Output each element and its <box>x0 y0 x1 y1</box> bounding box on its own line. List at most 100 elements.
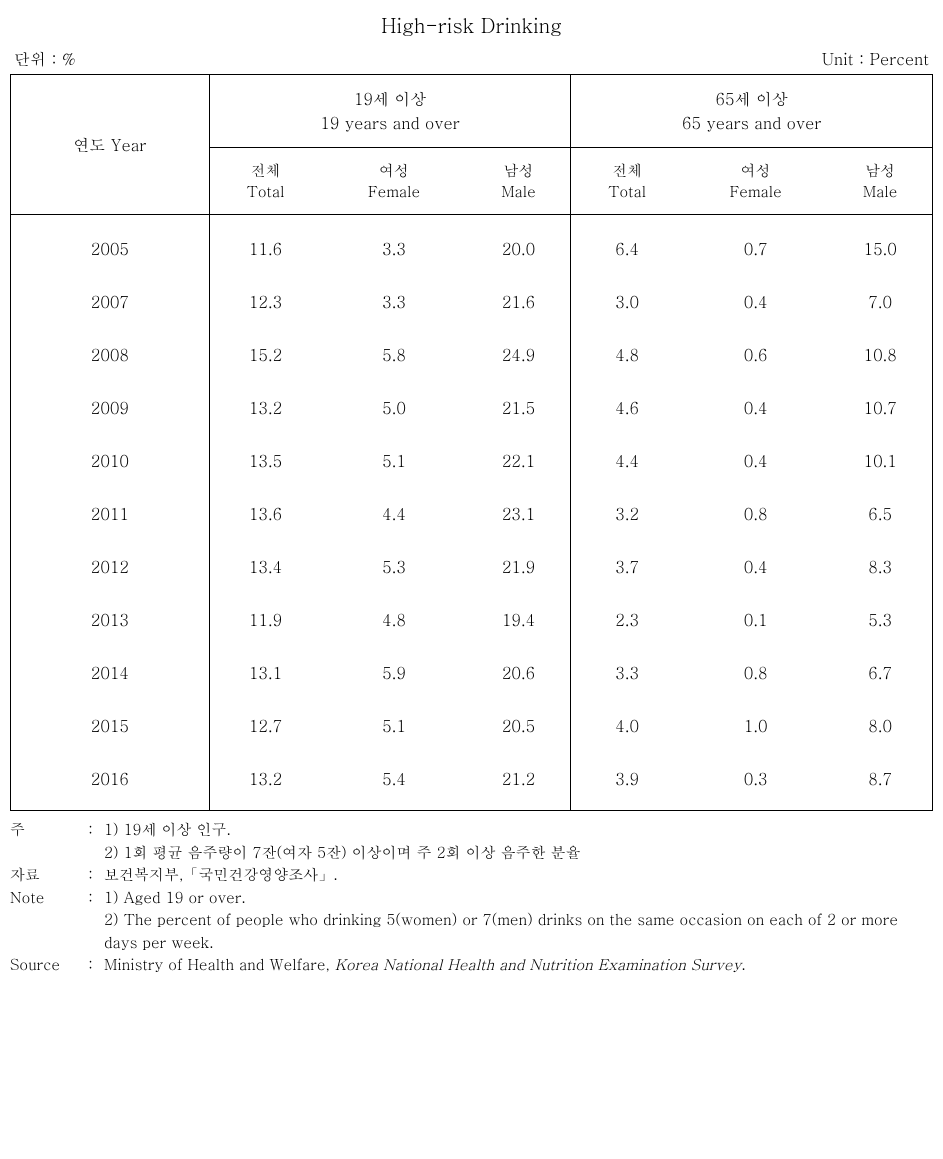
cell-value: 4.4 <box>571 434 683 487</box>
note-jaryo-label: 자료 <box>10 864 88 887</box>
col-group-19: 19세 이상 19 years and over <box>209 75 571 148</box>
units-row: 단위 : % Unit : Percent <box>10 47 933 70</box>
cell-year: 2007 <box>11 275 210 328</box>
cell-value: 3.7 <box>571 540 683 593</box>
note-ju-label: 주 <box>10 819 88 842</box>
cell-value: 15.2 <box>209 328 321 381</box>
col-group-65: 65세 이상 65 years and over <box>571 75 933 148</box>
cell-value: 0.7 <box>683 215 828 276</box>
note-en-label: Note <box>10 887 88 910</box>
cell-value: 12.3 <box>209 275 321 328</box>
cell-value: 23.1 <box>467 487 571 540</box>
table-row: 201613.25.421.23.90.38.7 <box>11 752 933 811</box>
cell-value: 13.1 <box>209 646 321 699</box>
cell-value: 5.8 <box>321 328 466 381</box>
cell-value: 21.2 <box>467 752 571 811</box>
group1-kr: 19세 이상 <box>354 87 426 110</box>
col-65-female: 여성 Female <box>683 148 828 215</box>
cell-value: 4.4 <box>321 487 466 540</box>
cell-value: 6.5 <box>828 487 932 540</box>
cell-value: 0.1 <box>683 593 828 646</box>
cell-value: 5.1 <box>321 434 466 487</box>
cell-value: 0.4 <box>683 434 828 487</box>
cell-value: 10.8 <box>828 328 932 381</box>
cell-value: 15.0 <box>828 215 932 276</box>
source-prefix: Ministry of Health and Welfare, <box>104 954 335 975</box>
cell-value: 0.3 <box>683 752 828 811</box>
cell-value: 4.0 <box>571 699 683 752</box>
cell-value: 20.5 <box>467 699 571 752</box>
cell-year: 2005 <box>11 215 210 276</box>
col-19-total: 전체 Total <box>209 148 321 215</box>
unit-left: 단위 : % <box>14 47 76 70</box>
source-suffix: . <box>741 954 745 975</box>
cell-value: 5.4 <box>321 752 466 811</box>
cell-value: 22.1 <box>467 434 571 487</box>
col-65-total: 전체 Total <box>571 148 683 215</box>
cell-value: 8.0 <box>828 699 932 752</box>
table-row: 201013.55.122.14.40.410.1 <box>11 434 933 487</box>
group1-en: 19 years and over <box>320 111 459 134</box>
unit-right: Unit : Percent <box>822 47 929 70</box>
cell-value: 11.6 <box>209 215 321 276</box>
table-row: 201413.15.920.63.30.86.7 <box>11 646 933 699</box>
cell-value: 5.1 <box>321 699 466 752</box>
cell-value: 3.0 <box>571 275 683 328</box>
cell-value: 4.8 <box>321 593 466 646</box>
cell-year: 2012 <box>11 540 210 593</box>
cell-year: 2015 <box>11 699 210 752</box>
cell-value: 5.0 <box>321 381 466 434</box>
group2-en: 65 years and over <box>682 111 821 134</box>
cell-value: 3.3 <box>321 215 466 276</box>
cell-value: 0.8 <box>683 487 828 540</box>
table-row: 201512.75.120.54.01.08.0 <box>11 699 933 752</box>
cell-value: 13.5 <box>209 434 321 487</box>
cell-value: 0.4 <box>683 275 828 328</box>
cell-value: 3.9 <box>571 752 683 811</box>
note-en-1: Note : 1) Aged 19 or over. <box>10 887 933 910</box>
cell-value: 21.5 <box>467 381 571 434</box>
cell-year: 2016 <box>11 752 210 811</box>
cell-value: 4.6 <box>571 381 683 434</box>
cell-value: 10.7 <box>828 381 932 434</box>
cell-value: 20.6 <box>467 646 571 699</box>
table-row: 201311.94.819.42.30.15.3 <box>11 593 933 646</box>
cell-value: 1.0 <box>683 699 828 752</box>
cell-year: 2013 <box>11 593 210 646</box>
cell-value: 8.7 <box>828 752 932 811</box>
cell-value: 4.8 <box>571 328 683 381</box>
cell-value: 3.3 <box>321 275 466 328</box>
table-row: 200913.25.021.54.60.410.7 <box>11 381 933 434</box>
cell-year: 2010 <box>11 434 210 487</box>
cell-value: 11.9 <box>209 593 321 646</box>
source-italic: Korea National Health and Nutrition Exam… <box>335 954 742 975</box>
table-row: 200712.33.321.63.00.47.0 <box>11 275 933 328</box>
cell-value: 3.2 <box>571 487 683 540</box>
cell-value: 12.7 <box>209 699 321 752</box>
note-en-2: 2) The percent of people who drinking 5(… <box>10 909 933 954</box>
table-row: 200511.63.320.06.40.715.0 <box>11 215 933 276</box>
cell-value: 19.4 <box>467 593 571 646</box>
cell-value: 24.9 <box>467 328 571 381</box>
col-year: 연도 Year <box>11 75 210 215</box>
note-ju-1: 주 : 1) 19세 이상 인구. <box>10 819 933 842</box>
note-ju-2: 2) 1회 평균 음주량이 7잔(여자 5잔) 이상이며 주 2회 이상 음주한… <box>10 842 933 865</box>
cell-value: 8.3 <box>828 540 932 593</box>
cell-value: 2.3 <box>571 593 683 646</box>
cell-year: 2009 <box>11 381 210 434</box>
note-source-label: Source <box>10 954 88 977</box>
notes-section: 주 : 1) 19세 이상 인구. 2) 1회 평균 음주량이 7잔(여자 5잔… <box>10 819 933 977</box>
cell-value: 5.9 <box>321 646 466 699</box>
cell-value: 6.4 <box>571 215 683 276</box>
cell-value: 13.4 <box>209 540 321 593</box>
cell-value: 13.2 <box>209 752 321 811</box>
cell-value: 13.6 <box>209 487 321 540</box>
cell-value: 21.6 <box>467 275 571 328</box>
cell-value: 7.0 <box>828 275 932 328</box>
cell-value: 20.0 <box>467 215 571 276</box>
cell-value: 0.8 <box>683 646 828 699</box>
page-title: High-risk Drinking <box>10 10 933 39</box>
cell-value: 3.3 <box>571 646 683 699</box>
note-source: Source : Ministry of Health and Welfare,… <box>10 954 933 977</box>
table-row: 200815.25.824.94.80.610.8 <box>11 328 933 381</box>
